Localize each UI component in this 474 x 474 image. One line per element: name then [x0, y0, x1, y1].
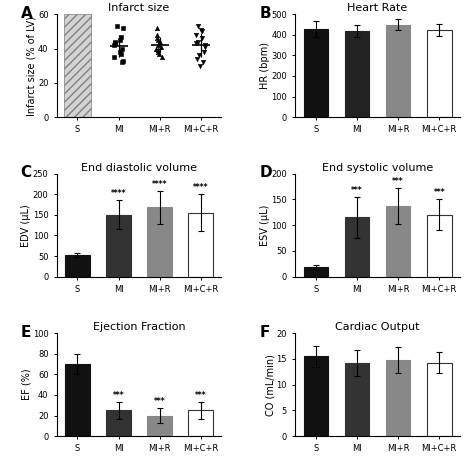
Text: ***: ***	[392, 176, 404, 185]
Point	[195, 52, 203, 59]
Bar	[189, 213, 213, 277]
Point	[198, 35, 206, 42]
Title: Cardiac Output: Cardiac Output	[335, 322, 420, 332]
Title: Infarct size: Infarct size	[109, 3, 170, 13]
Point	[201, 41, 209, 49]
Point	[200, 48, 208, 56]
Title: End diastolic volume: End diastolic volume	[81, 163, 197, 173]
Text: ****: ****	[111, 189, 126, 198]
Point	[155, 48, 162, 56]
Y-axis label: EDV (μL): EDV (μL)	[21, 204, 31, 246]
Y-axis label: HR (bpm): HR (bpm)	[260, 42, 270, 89]
Bar	[64, 14, 91, 117]
Title: End systolic volume: End systolic volume	[322, 163, 433, 173]
Text: F: F	[259, 325, 270, 340]
Point	[154, 46, 162, 54]
Bar	[65, 255, 90, 277]
Point	[116, 36, 123, 44]
Text: A: A	[21, 6, 32, 21]
Text: E: E	[21, 325, 31, 340]
Y-axis label: EF (%): EF (%)	[21, 369, 31, 401]
Bar	[303, 356, 328, 436]
Text: ****: ****	[193, 183, 209, 192]
Bar	[345, 31, 369, 117]
Point	[117, 50, 124, 57]
Point	[196, 62, 204, 70]
Point	[117, 33, 125, 40]
Point	[194, 22, 201, 30]
Bar	[427, 363, 452, 436]
Point	[155, 50, 163, 57]
Point	[116, 48, 123, 56]
Point	[119, 24, 127, 32]
Bar	[65, 364, 90, 436]
Bar	[427, 30, 452, 117]
Bar	[106, 410, 131, 436]
Point	[199, 58, 206, 66]
Point	[154, 36, 162, 44]
Title: Heart Rate: Heart Rate	[347, 3, 408, 13]
Point	[154, 41, 161, 49]
Text: C: C	[21, 165, 32, 181]
Point	[194, 38, 201, 46]
Text: ***: ***	[113, 391, 124, 400]
Point	[110, 41, 118, 49]
Point	[198, 27, 205, 35]
Text: ***: ***	[154, 397, 165, 406]
Text: ****: ****	[152, 180, 167, 189]
Text: B: B	[259, 6, 271, 21]
Y-axis label: Infarct size (% of LV): Infarct size (% of LV)	[27, 16, 36, 116]
Text: ***: ***	[351, 186, 363, 195]
Bar	[427, 215, 452, 277]
Point	[157, 43, 164, 51]
Bar	[147, 208, 172, 277]
Y-axis label: ESV (μL): ESV (μL)	[260, 204, 270, 246]
Point	[201, 43, 209, 51]
Point	[113, 22, 121, 30]
Point	[197, 26, 205, 34]
Bar	[386, 206, 410, 277]
Point	[193, 40, 201, 47]
Bar	[345, 363, 369, 436]
Point	[111, 40, 119, 47]
Point	[153, 24, 161, 32]
Point	[153, 35, 160, 42]
Text: ***: ***	[195, 391, 207, 400]
Text: D: D	[259, 165, 272, 181]
Bar	[147, 416, 172, 436]
Title: Ejection Fraction: Ejection Fraction	[93, 322, 185, 332]
Point	[159, 53, 166, 61]
Bar	[106, 215, 131, 277]
Bar	[303, 29, 328, 117]
Bar	[345, 218, 369, 277]
Point	[153, 31, 160, 38]
Point	[152, 45, 160, 52]
Point	[119, 57, 127, 64]
Bar	[189, 410, 213, 436]
Point	[118, 45, 126, 52]
Point	[111, 38, 119, 46]
Text: ***: ***	[433, 188, 445, 197]
Y-axis label: CO (mL/min): CO (mL/min)	[265, 354, 275, 416]
Point	[155, 40, 163, 47]
Point	[192, 31, 200, 38]
Bar	[386, 25, 410, 117]
Bar	[303, 267, 328, 277]
Point	[156, 38, 164, 46]
Point	[193, 55, 201, 63]
Point	[110, 53, 118, 61]
Bar	[386, 360, 410, 436]
Point	[118, 58, 126, 66]
